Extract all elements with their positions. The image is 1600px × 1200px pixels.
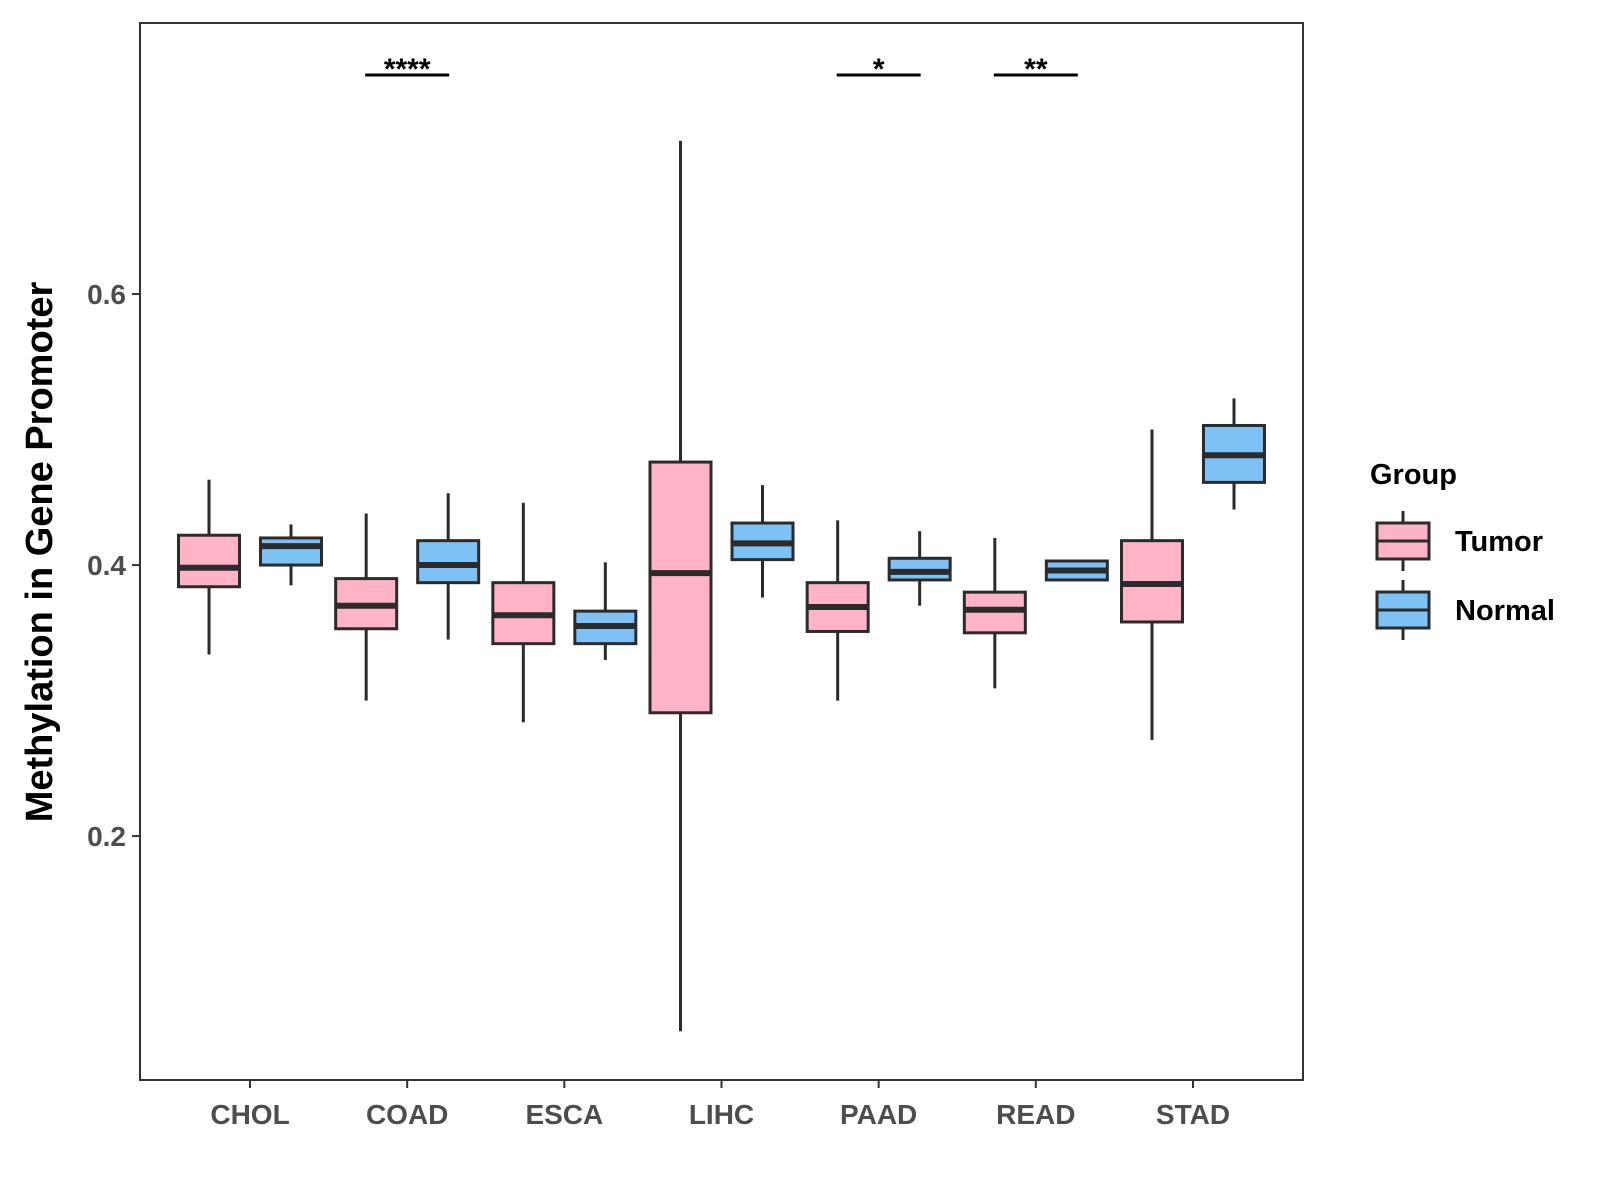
significance-label: **	[1024, 53, 1048, 86]
legend: Group Tumor Normal	[1370, 459, 1555, 640]
x-axis: CHOL COAD ESCA LIHC PAAD READ STAD	[210, 1080, 1230, 1130]
significance-label: ****	[384, 53, 431, 86]
y-tick-label-0: 0.2	[87, 821, 126, 852]
legend-label-normal: Normal	[1455, 595, 1555, 627]
box-tumor-chol	[177, 479, 242, 655]
x-tick-label-lihc: LIHC	[689, 1099, 754, 1130]
legend-title: Group	[1370, 459, 1457, 491]
plot-marks: **** * **	[177, 53, 1266, 1032]
significance-coad: ****	[365, 53, 450, 86]
legend-label-tumor: Tumor	[1455, 526, 1543, 558]
y-axis-title: Methylation in Gene Promoter	[19, 282, 61, 823]
significance-label: *	[873, 53, 885, 86]
box-tumor-paad	[805, 520, 870, 701]
significance-read: **	[993, 53, 1078, 86]
box-tumor-coad	[334, 513, 399, 701]
box-tumor-lihc	[648, 140, 713, 1032]
legend-item-normal: Normal	[1375, 580, 1555, 640]
box-normal-read	[1044, 559, 1109, 582]
y-axis: 0.2 0.4 0.6	[87, 279, 140, 852]
x-tick-label-stad: STAD	[1156, 1099, 1230, 1130]
significance-paad: *	[836, 53, 921, 86]
box-body	[648, 460, 713, 715]
box-body	[259, 536, 324, 567]
box-body	[177, 533, 242, 589]
box-tumor-stad	[1119, 429, 1184, 740]
box-tumor-esca	[491, 502, 556, 723]
y-tick-label-2: 0.6	[87, 279, 126, 310]
x-tick-label-paad: PAAD	[840, 1099, 917, 1130]
y-tick-label-1: 0.4	[87, 550, 126, 581]
legend-item-tumor: Tumor	[1375, 511, 1543, 571]
box-normal-stad	[1201, 398, 1266, 510]
box-body	[416, 539, 481, 585]
x-tick-label-coad: COAD	[366, 1099, 448, 1130]
x-tick-label-esca: ESCA	[525, 1099, 603, 1130]
box-normal-coad	[416, 493, 481, 640]
box-normal-paad	[887, 531, 952, 606]
box-normal-lihc	[730, 485, 795, 598]
x-tick-label-read: READ	[996, 1099, 1075, 1130]
box-tumor-read	[962, 537, 1027, 689]
x-tick-label-chol: CHOL	[210, 1099, 289, 1130]
box-normal-esca	[573, 562, 638, 660]
box-normal-chol	[259, 524, 324, 586]
